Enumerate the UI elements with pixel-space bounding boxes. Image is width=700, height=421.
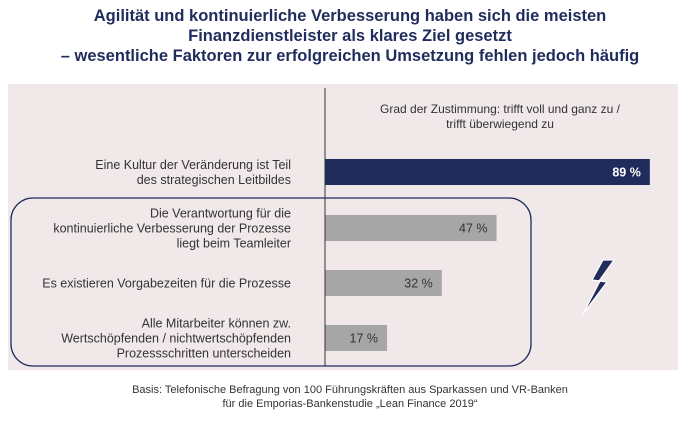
bar-value-label: 17 % [350,332,379,346]
lightning-icon [582,259,615,315]
bar [325,215,497,241]
bar [325,325,388,351]
footnote-line-1: Basis: Telefonische Befragung von 100 Fü… [132,384,568,396]
title-line-3: – wesentliche Faktoren zur erfolgreichen… [60,47,640,65]
category-label: Alle Mitarbeiter können zw. [142,317,291,331]
bar [325,270,442,296]
category-label: liegt beim Teamleiter [177,237,291,251]
footnote: Basis: Telefonische Befragung von 100 Fü… [0,383,700,411]
chart-title: Agilität und kontinuierliche Verbesserun… [0,6,700,66]
title-line-2: Finanzdienstleister als klares Ziel gese… [188,27,512,45]
category-label: Es existieren Vorgabezeiten für die Proz… [42,277,291,291]
title-line-1: Agilität und kontinuierliche Verbesserun… [93,7,607,25]
bar-chart: Grad der Zustimmung: trifft voll und gan… [10,88,650,367]
category-label: Die Verantwortung für die [150,207,291,221]
category-label: kontinuierliche Verbesserung der Prozess… [53,222,291,236]
category-label: Prozessschritten unterscheiden [117,347,291,361]
value-axis-header-line: Grad der Zustimmung: trifft voll und gan… [380,102,621,116]
chart-panel: Grad der Zustimmung: trifft voll und gan… [8,84,678,370]
bar-value-label: 89 % [612,166,641,180]
category-label: Wertschöpfenden / nichtwertschöpfenden [61,332,291,346]
footnote-line-2: für die Emporias-Bankenstudie „Lean Fina… [222,398,478,410]
value-axis-header-line: trifft überwiegend zu [446,117,554,131]
bar-value-label: 47 % [459,222,488,236]
highlight-box [10,197,532,367]
bar [325,159,650,185]
category-label: des strategischen Leitbildes [137,173,291,187]
category-label: Eine Kultur der Veränderung ist Teil [95,158,291,172]
bar-value-label: 32 % [404,277,433,291]
